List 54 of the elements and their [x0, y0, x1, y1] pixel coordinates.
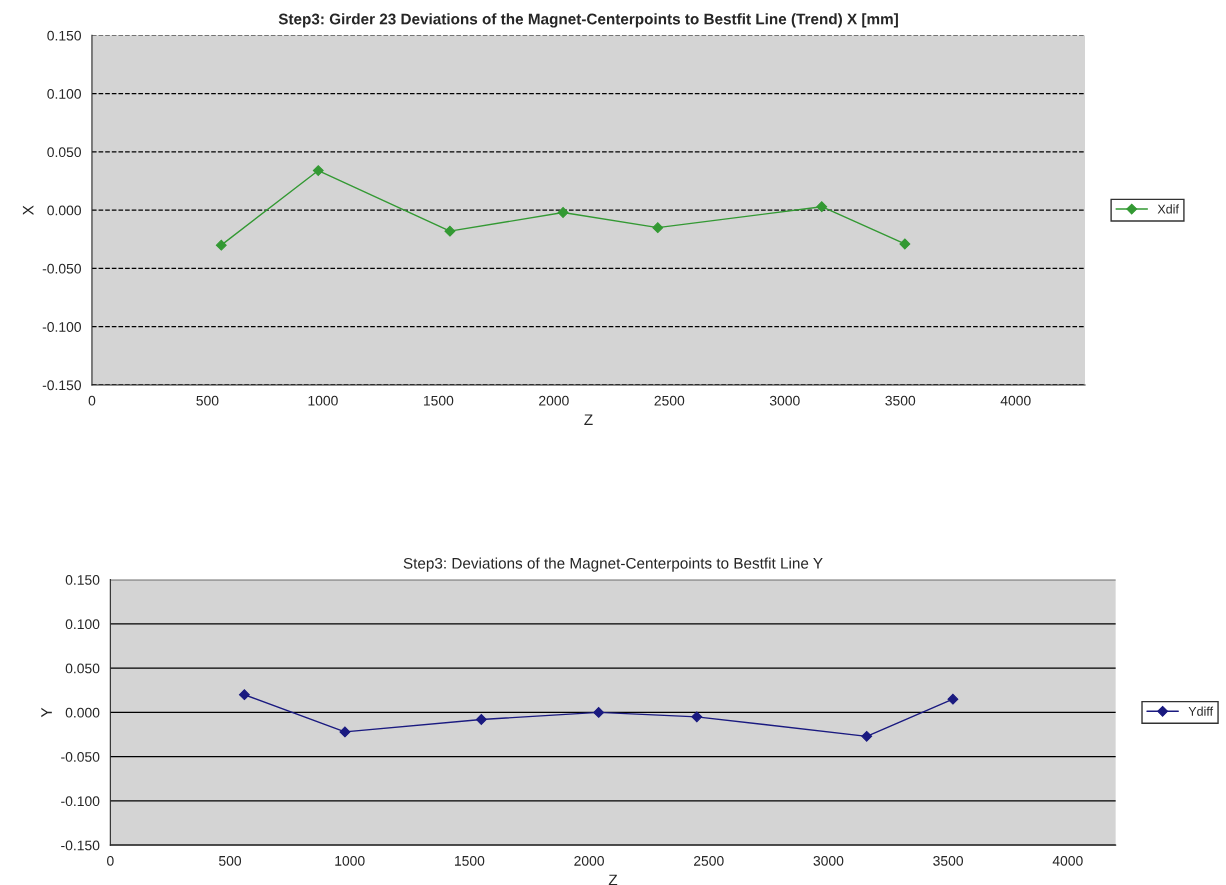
- point: [339, 726, 351, 738]
- point: [215, 239, 227, 251]
- x-tick-label: 2500: [654, 395, 685, 406]
- x-tick-label: 3500: [885, 395, 916, 406]
- y-tick-label: -0.150: [42, 380, 81, 391]
- point: [557, 207, 569, 218]
- point: [652, 222, 664, 234]
- x-tick-label: 3000: [813, 855, 844, 866]
- x-tick-label: 2500: [694, 855, 724, 866]
- point: [593, 706, 605, 718]
- y-tick-label: -0.150: [61, 840, 100, 851]
- point: [861, 730, 873, 742]
- y-tick-label: 0.100: [47, 89, 81, 99]
- y-tick-label: 0.150: [47, 30, 81, 41]
- x-tick-label: 1500: [454, 855, 485, 866]
- x-tick-label: 1000: [308, 395, 338, 406]
- x-tick-label: 2000: [574, 855, 604, 866]
- chart-title: Step3: Girder 23 Deviations of the Magnet-Centerpoints to Bestfit Line (Trend) X [mm]: [278, 13, 898, 28]
- chart-title: Step3: Deviations of the Magnet-Centerpoints to Bestfit Line Y: [403, 557, 823, 572]
- x-tick-label: 0: [88, 395, 96, 406]
- y-tick-label: -0.050: [61, 752, 100, 762]
- y-tick-label: 0.050: [47, 147, 81, 158]
- y-tick-label: 0.000: [65, 707, 100, 718]
- point: [312, 165, 324, 176]
- y-tick-label: -0.100: [42, 322, 81, 332]
- y-tick-label: 0.150: [65, 575, 100, 585]
- x-tick-label: 0: [107, 855, 114, 866]
- point: [444, 225, 456, 237]
- x-tick-label: 3500: [933, 855, 964, 866]
- x-tick-label: 2000: [539, 395, 569, 406]
- x-tick-label: 3000: [769, 395, 800, 406]
- point: [475, 714, 487, 725]
- y-tick-label: -0.050: [42, 263, 81, 274]
- x-tick-label: 4000: [1000, 395, 1031, 406]
- x-axis-title: Z: [584, 414, 593, 425]
- x-axis-title: Z: [608, 874, 618, 885]
- x-tick-label: 4000: [1052, 855, 1083, 866]
- x-tick-label: 500: [218, 855, 242, 866]
- x-tick-label: 500: [196, 395, 219, 406]
- x-tick-label: 1500: [423, 395, 454, 406]
- legend-label: Xdif: [1157, 204, 1179, 214]
- x-tick-label: 1000: [335, 855, 365, 866]
- point: [947, 693, 959, 705]
- legend-label: Ydiff: [1188, 706, 1214, 716]
- y-tick-label: 0.100: [65, 619, 100, 630]
- y-tick-label: 0.050: [65, 663, 100, 674]
- y-tick-label: -0.100: [61, 796, 100, 807]
- point: [899, 238, 911, 250]
- y-axis-title: Y: [41, 707, 52, 718]
- point: [238, 689, 250, 701]
- y-tick-label: 0.000: [47, 205, 81, 216]
- y-axis-title: X: [22, 205, 34, 215]
- point: [691, 711, 703, 723]
- point: [816, 201, 828, 213]
